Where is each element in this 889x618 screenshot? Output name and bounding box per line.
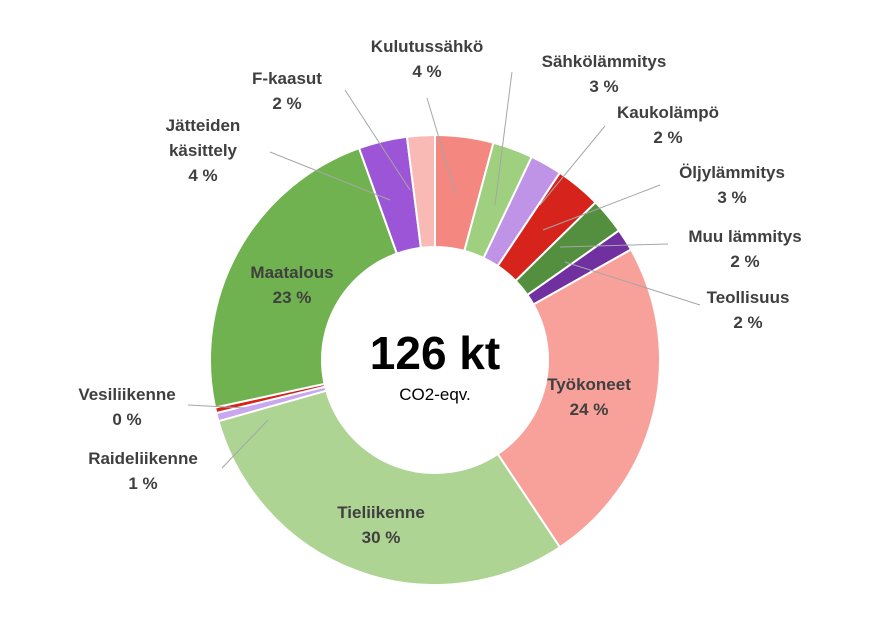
leader-oljylammitys (542, 184, 661, 231)
slice-f-kaasut (405, 133, 436, 250)
label-maatalous-line-0: Maatalous (250, 263, 333, 282)
leader-raideliikenne (221, 419, 269, 469)
donut-slices (209, 133, 661, 586)
label-oljylammitys: Öljylämmitys 3 % (679, 163, 785, 207)
label-fkaasut: F-kaasut 2 % (252, 69, 322, 113)
label-fkaasut-line-1: 2 % (272, 94, 301, 113)
label-jatteiden-line-2: 4 % (188, 166, 217, 185)
label-kulutussahko-line-1: 4 % (412, 62, 441, 81)
slice-tieliikenne (217, 389, 562, 586)
label-sahkolammitys: Sähkölämmitys 3 % (542, 52, 667, 96)
leader-kulutussahko (426, 97, 457, 196)
label-fkaasut-line-0: F-kaasut (252, 69, 322, 88)
center-unit: CO2-eqv. (399, 385, 471, 404)
label-kaukolampo-line-1: 2 % (653, 128, 682, 147)
label-raideliikenne-line-0: Raideliikenne (88, 449, 198, 468)
label-oljylammitys-line-0: Öljylämmitys (679, 163, 785, 182)
leader-fkaasut (344, 89, 411, 191)
label-raideliikenne: Raideliikenne 1 % (88, 449, 198, 493)
label-muulammitys-line-1: 2 % (730, 252, 759, 271)
label-tyokoneet: Työkoneet 24 % (547, 375, 631, 419)
label-tieliikenne-line-0: Tieliikenne (337, 503, 425, 522)
label-raideliikenne-line-1: 1 % (128, 474, 157, 493)
label-tieliikenne-line-1: 30 % (362, 528, 401, 547)
label-kulutussahko-line-0: Kulutussähkö (371, 37, 483, 56)
label-kaukolampo: Kaukolämpö 2 % (617, 103, 719, 147)
label-tieliikenne: Tieliikenne 30 % (337, 503, 425, 547)
center-value: 126 kt (370, 327, 500, 379)
leader-jatteiden (269, 151, 391, 201)
label-vesiliikenne-line-0: Vesiliikenne (78, 385, 175, 404)
label-jatteiden-line-1: käsittely (169, 141, 238, 160)
label-maatalous-line-1: 23 % (273, 288, 312, 307)
leader-kaukolampo (539, 125, 606, 206)
label-sahkolammitys-line-1: 3 % (589, 77, 618, 96)
leader-sahkolammitys (494, 71, 513, 206)
label-kulutussahko: Kulutussähkö 4 % (371, 37, 483, 81)
label-tyokoneet-line-0: Työkoneet (547, 375, 631, 394)
leader-vesiliikenne (187, 404, 246, 409)
label-muulammitys-line-0: Muu lämmitys (688, 227, 801, 246)
label-oljylammitys-line-1: 3 % (717, 188, 746, 207)
leader-lines (187, 71, 701, 469)
label-vesiliikenne: Vesiliikenne 0 % (78, 385, 175, 429)
slice-labels: Kulutussähkö 4 % Sähkölämmitys 3 % Kaukolämp… (78, 37, 801, 547)
leader-muulammitys (559, 243, 669, 248)
label-teollisuus: Teollisuus 2 % (707, 288, 790, 332)
label-teollisuus-line-0: Teollisuus (707, 288, 790, 307)
label-tyokoneet-line-1: 24 % (570, 400, 609, 419)
leader-teollisuus (564, 261, 701, 306)
label-maatalous: Maatalous 23 % (250, 263, 333, 307)
label-jatteiden: Jätteiden käsittely 4 % (166, 116, 241, 185)
slice-työkoneet (496, 248, 661, 549)
label-muulammitys: Muu lämmitys 2 % (688, 227, 801, 271)
slice-maatalous (209, 146, 399, 409)
label-teollisuus-line-1: 2 % (733, 313, 762, 332)
label-vesiliikenne-line-1: 0 % (112, 410, 141, 429)
label-kaukolampo-line-0: Kaukolämpö (617, 103, 719, 122)
label-sahkolammitys-line-0: Sähkölämmitys (542, 52, 667, 71)
label-jatteiden-line-0: Jätteiden (166, 116, 241, 135)
